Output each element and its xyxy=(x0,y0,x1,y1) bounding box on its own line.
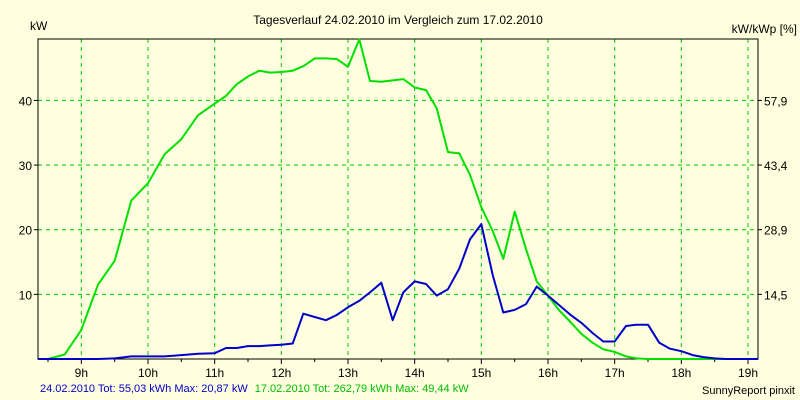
y-right-tick-label-3: 57,9 xyxy=(764,94,788,108)
x-tick-label-1: 10h xyxy=(138,366,158,380)
footer-series-2-summary: 17.02.2010 Tot: 262,79 kWh Max: 49,44 kW xyxy=(255,383,469,395)
footer-series-1-summary: 24.02.2010 Tot: 55,03 kWh Max: 20,87 kW xyxy=(40,383,248,395)
x-tick-label-7: 16h xyxy=(538,366,558,380)
x-tick-label-2: 11h xyxy=(205,366,224,380)
x-tick-label-8: 17h xyxy=(605,366,625,380)
y-right-tick-label-2: 43,4 xyxy=(764,159,788,173)
series-line-17-02-2010 xyxy=(38,38,758,360)
x-tick-label-9: 18h xyxy=(671,366,691,380)
y-axis-right-label: kW/kWp [%] xyxy=(732,22,797,36)
footer-summary: 24.02.2010 Tot: 55,03 kWh Max: 20,87 kW … xyxy=(40,383,469,395)
series-line-24-02-2010 xyxy=(38,223,758,360)
series-lines xyxy=(38,38,758,360)
x-tick-label-0: 9h xyxy=(75,366,88,380)
tick-labels: 9h 10h 11h 12h 13h 14h 15h 16h 17h 18h 19h 10 20 30 40… xyxy=(19,94,788,380)
x-tick-label-5: 14h xyxy=(405,366,425,380)
y-left-tick-label-3: 40 xyxy=(19,94,33,108)
y-left-tick-label-1: 20 xyxy=(19,224,33,238)
x-tick-label-10: 19h xyxy=(738,366,758,380)
y-axis-left-label: kW xyxy=(30,19,48,33)
y-left-tick-label-2: 30 xyxy=(19,159,33,173)
footer-credit: SunnyReport pinxit xyxy=(702,385,795,397)
x-tick-label-4: 13h xyxy=(338,366,358,380)
x-tick-label-6: 15h xyxy=(471,366,491,380)
y-right-tick-label-0: 14,5 xyxy=(764,288,788,302)
y-left-tick-label-0: 10 xyxy=(19,288,33,302)
y-right-tick-label-1: 28,9 xyxy=(764,224,788,238)
x-tick-label-3: 12h xyxy=(271,366,291,380)
plot-frame xyxy=(37,38,759,360)
chart-title: Tagesverlauf 24.02.2010 im Vergleich zum… xyxy=(253,13,543,27)
grid-lines xyxy=(38,39,758,359)
